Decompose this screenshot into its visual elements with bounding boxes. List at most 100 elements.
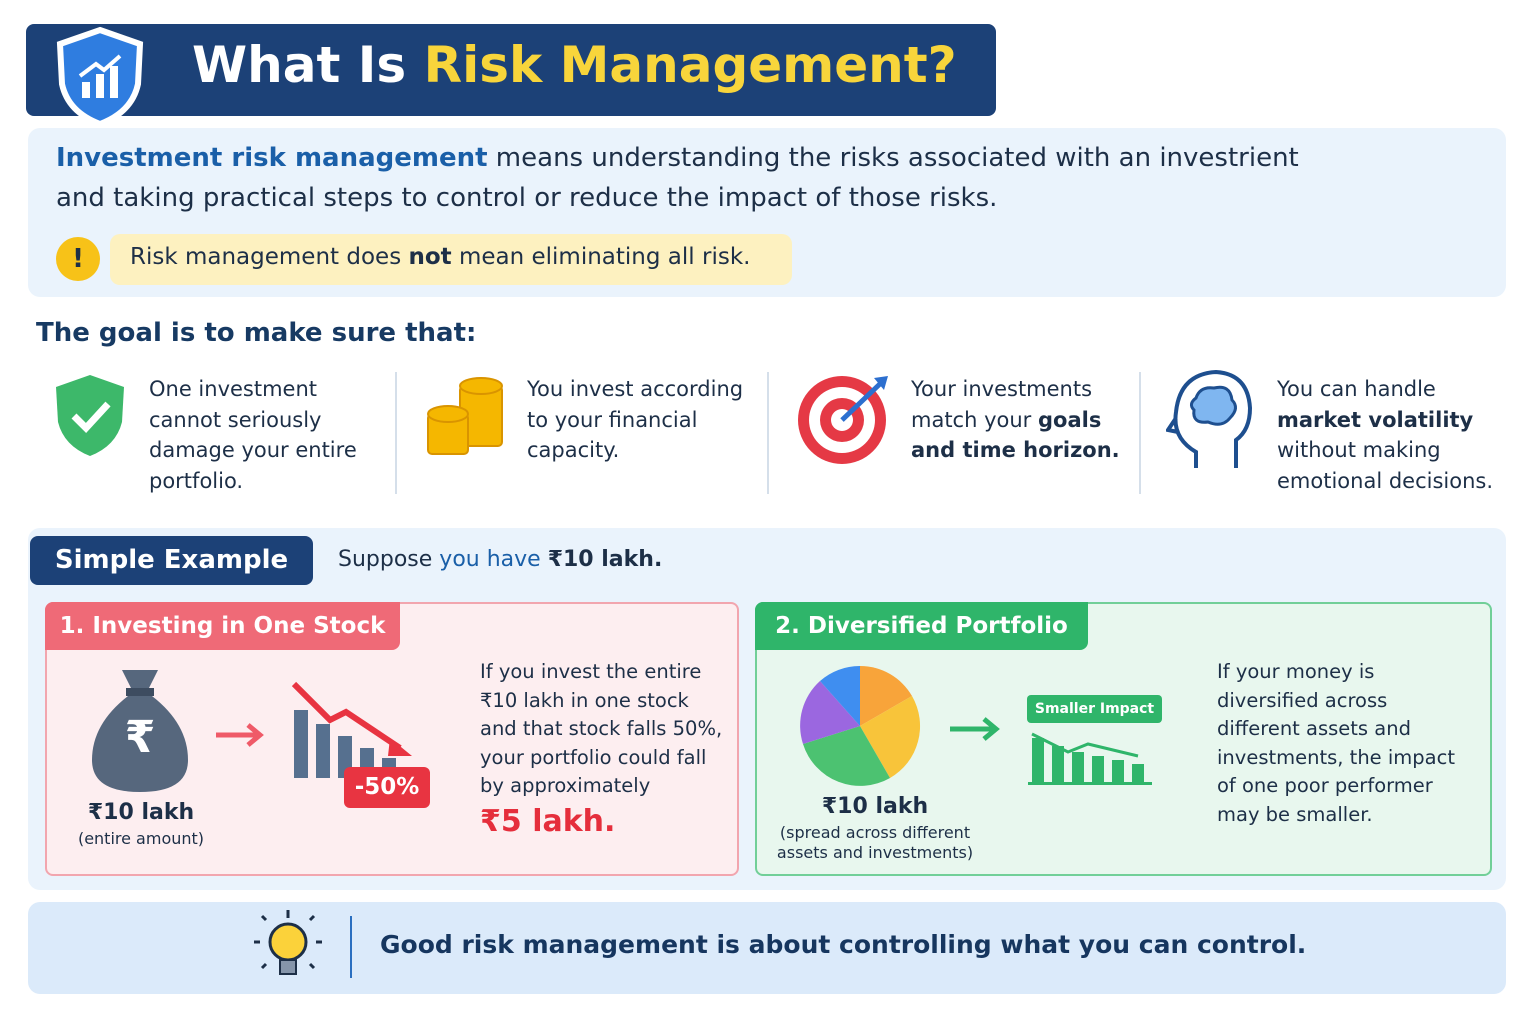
divider	[350, 916, 352, 978]
goal-text: One investment cannot seriously damage y…	[149, 374, 374, 496]
icon-shape	[1189, 385, 1237, 426]
text-part: You invest according to your financial c…	[527, 377, 744, 462]
header-banner	[26, 24, 996, 116]
text-part: ₹10 lakh.	[547, 547, 663, 572]
icon-shape	[874, 376, 888, 390]
text-part: Investment risk management	[56, 143, 488, 173]
icon-shape	[1112, 760, 1124, 782]
card-text: If your money is diversified across diff…	[1217, 660, 1455, 826]
icon-shape	[1028, 782, 1152, 785]
goal-heading: The goal is to make sure that:	[36, 318, 477, 348]
text-part: Suppose	[338, 547, 440, 572]
text-part: Risk Management?	[423, 36, 957, 94]
brain-head-icon	[1166, 369, 1253, 468]
highlight: ₹5 lakh.	[480, 804, 616, 839]
amount: ₹10 lakh	[87, 800, 195, 825]
money-bag-icon	[92, 670, 188, 792]
page-title: What Is Risk Management?	[192, 36, 957, 94]
text-part: Risk management does	[130, 244, 409, 270]
icon-shape	[92, 696, 188, 792]
icon-shape	[860, 696, 921, 778]
amount-note: (entire amount)	[77, 829, 205, 848]
bag-symbol: ₹	[124, 712, 156, 763]
amount-note: (spread across different assets and inve…	[776, 823, 974, 862]
icon-shape	[427, 405, 469, 423]
icon-shape	[1032, 738, 1144, 782]
text-part: What Is	[192, 36, 424, 94]
text-part: Your investments match your	[911, 377, 1093, 432]
icon-shape	[388, 738, 412, 756]
text-part: you have	[439, 547, 548, 572]
icon-shape	[1092, 756, 1104, 782]
falling-chart-icon	[291, 681, 412, 778]
icon-shape	[1052, 746, 1064, 782]
amount: ₹10 lakh	[821, 794, 929, 819]
card-title: 1. Investing in One Stock	[45, 602, 400, 650]
arrow-icon	[950, 717, 1000, 741]
shield-icon	[56, 26, 144, 128]
arrow-icon	[216, 723, 264, 747]
text-part: mean eliminating all risk.	[451, 244, 751, 270]
icon-shape	[1072, 752, 1084, 782]
check-shield-icon	[56, 375, 124, 456]
icon-shape	[254, 910, 322, 970]
icon-shape	[291, 681, 402, 751]
warning-icon: !	[56, 237, 100, 281]
divider	[1139, 372, 1141, 494]
icon-shape	[56, 375, 124, 456]
text-part: market volatility	[1277, 407, 1474, 432]
icon-shape	[126, 688, 154, 696]
icon-shape	[294, 710, 308, 778]
icon-shape	[1132, 764, 1144, 782]
icon-shape	[216, 723, 264, 747]
icon-shape	[803, 726, 890, 786]
stable-chart-icon	[1028, 732, 1152, 785]
icon-shape	[800, 681, 860, 744]
text-part: without making emotional decisions.	[1277, 438, 1494, 493]
text-part: goals	[1037, 407, 1102, 432]
goal-text: Your investments match your goals and ti…	[911, 374, 1121, 466]
text-part: You can handle	[1277, 377, 1436, 401]
coins-icon	[427, 377, 503, 455]
pie-icon	[800, 665, 921, 786]
target-icon	[798, 376, 888, 464]
card-title: 2. Diversified Portfolio	[755, 602, 1088, 650]
drop-badge: -50%	[344, 767, 430, 808]
intro-line: and taking practical steps to control or…	[56, 183, 998, 213]
icon-shape	[427, 377, 503, 455]
icon-shape	[860, 666, 912, 726]
goal-text: You invest according to your financial c…	[527, 374, 752, 466]
divider	[395, 372, 397, 494]
icon-shape	[82, 82, 90, 98]
card-text: If you invest the entire ₹10 lakh in one…	[480, 660, 723, 797]
icon-shape	[122, 670, 158, 690]
divider	[767, 372, 769, 494]
text-part: not	[408, 244, 452, 270]
icon-shape	[316, 724, 330, 778]
icon-shape	[96, 74, 104, 98]
note-text: Risk management does not mean eliminatin…	[130, 244, 750, 270]
icon-shape	[279, 959, 297, 975]
icon-shape	[268, 922, 308, 962]
icon-shape	[950, 717, 1000, 741]
icon-shape	[459, 377, 503, 395]
icon-shape	[820, 665, 860, 726]
impact-label: Smaller Impact	[1027, 695, 1162, 723]
text-part: and time horizon.	[911, 438, 1120, 462]
goal-text: You can handle market volatility without…	[1277, 374, 1507, 496]
icon-shape	[110, 66, 118, 98]
icon-shape	[1031, 732, 1139, 758]
text-part: One investment cannot seriously damage y…	[149, 377, 357, 493]
icon-shape	[254, 910, 322, 970]
icon-shape	[1166, 369, 1253, 468]
icon-shape	[840, 380, 884, 422]
example-badge: Simple Example	[30, 536, 313, 585]
icon-shape	[71, 401, 111, 434]
bulb-icon	[254, 910, 322, 975]
footer-text: Good risk management is about controllin…	[380, 930, 1307, 959]
intro-line: Investment risk management means underst…	[56, 143, 1299, 173]
text-part: means understanding the risks associated…	[487, 143, 1299, 173]
icon-shape	[78, 54, 122, 78]
note-pill	[110, 234, 792, 285]
